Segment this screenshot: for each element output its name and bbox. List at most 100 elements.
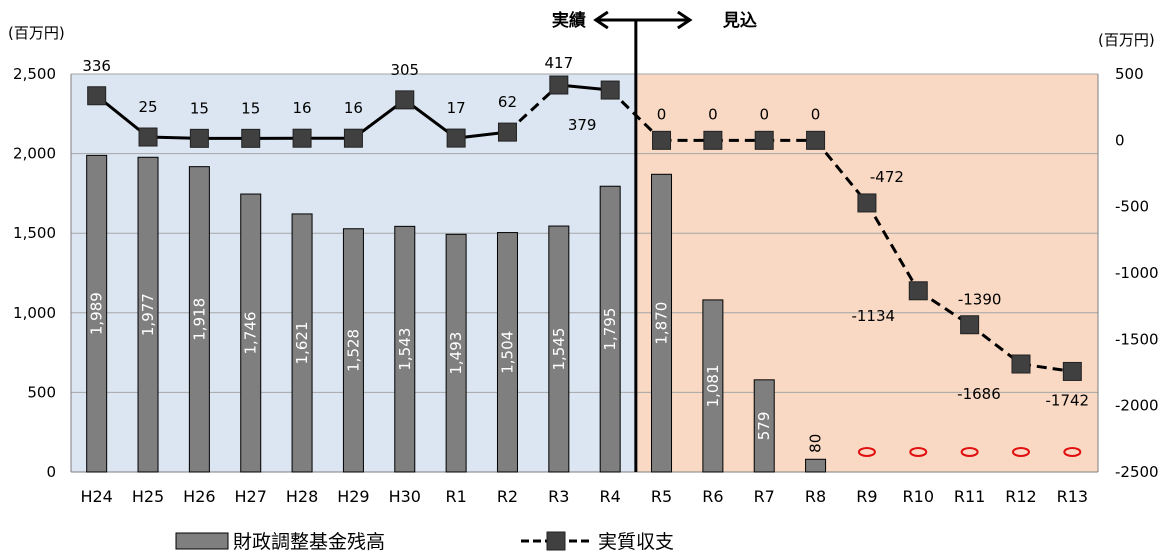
bar-value-label: 1,918	[190, 298, 208, 341]
bar-value-label: 579	[755, 412, 773, 441]
line-value-label: -1134	[851, 307, 895, 325]
line-segment	[506, 83, 560, 134]
zero-value-marker	[909, 447, 928, 457]
category-label: H29	[337, 487, 369, 506]
actual-header-label: 実績	[552, 10, 586, 31]
bar-value-label: 1,621	[293, 321, 311, 364]
line-value-label: 25	[138, 98, 157, 116]
line-segment	[609, 88, 663, 142]
category-label: R10	[903, 487, 934, 506]
line-value-label: 0	[708, 105, 718, 123]
line-marker	[497, 122, 517, 142]
line-value-label: 16	[293, 99, 312, 117]
right-axis-tick-label: 0	[1115, 131, 1125, 149]
line-segment	[814, 139, 869, 204]
bar	[86, 154, 108, 473]
bar	[240, 193, 262, 473]
bar	[805, 458, 827, 473]
category-label: H27	[235, 487, 267, 506]
bar-value-label: 1,746	[242, 312, 260, 355]
line-marker	[87, 86, 107, 106]
line-marker	[703, 130, 723, 150]
bar-value-label: 1,870	[653, 302, 671, 345]
category-label: R1	[445, 487, 466, 506]
bar	[496, 232, 518, 473]
line-value-label: 15	[190, 99, 209, 117]
line-value-label: 417	[545, 54, 574, 72]
category-label: R13	[1057, 487, 1088, 506]
category-label: R4	[600, 487, 621, 506]
legend-line-marker	[546, 531, 566, 551]
line-value-label: 0	[811, 105, 821, 123]
line-marker	[652, 130, 672, 150]
bar	[702, 299, 724, 473]
bar-value-label: 1,795	[601, 308, 619, 351]
line-marker	[1011, 354, 1031, 374]
legend-bar-label: 財政調整基金残高	[233, 531, 385, 553]
line-marker	[446, 128, 466, 148]
bar-value-label: 80	[807, 434, 825, 453]
line-value-label: 17	[447, 99, 466, 117]
zero-value-marker	[1011, 447, 1030, 457]
line-marker	[549, 75, 569, 95]
line-marker	[395, 90, 415, 110]
right-axis-tick-label: -1000	[1115, 264, 1159, 282]
line-value-label: 0	[657, 105, 667, 123]
line-value-label: 62	[498, 93, 517, 111]
zero-value-marker	[960, 447, 979, 457]
line-value-label: 16	[344, 99, 363, 117]
bar	[188, 166, 210, 473]
category-label: R11	[954, 487, 985, 506]
category-label: H26	[183, 487, 215, 506]
bar-value-label: 1,543	[396, 328, 414, 371]
line-value-label: 0	[759, 105, 769, 123]
left-axis-tick-label: 500	[27, 383, 56, 401]
bar	[445, 233, 467, 473]
bar-value-label: 1,989	[88, 292, 106, 335]
bar	[651, 173, 673, 473]
line-marker	[292, 128, 312, 148]
bar-value-label: 1,545	[550, 328, 568, 371]
bar	[394, 225, 416, 473]
bar	[342, 228, 364, 473]
left-axis-tick-label: 2,500	[13, 65, 56, 83]
left-axis-tick-label: 1,000	[13, 304, 56, 322]
line-marker	[754, 130, 774, 150]
category-label: R12	[1005, 487, 1036, 506]
line-marker	[908, 281, 928, 301]
line-value-label: -1390	[958, 291, 1002, 309]
category-label: R2	[497, 487, 518, 506]
category-label: H28	[286, 487, 318, 506]
category-label: R7	[754, 487, 775, 506]
right-axis-tick-label: -1500	[1115, 330, 1159, 348]
line-value-label: -472	[870, 168, 904, 186]
line-marker	[960, 315, 980, 335]
line-value-label: -1686	[957, 385, 1001, 403]
category-label: R6	[702, 487, 723, 506]
bar-value-label: 1,977	[139, 293, 157, 336]
right-axis-tick-label: -500	[1115, 198, 1149, 216]
left-arrow-head	[593, 10, 609, 30]
category-label: R3	[548, 487, 569, 506]
line-value-label: -1742	[1046, 391, 1090, 409]
line-marker	[241, 128, 261, 148]
bar	[137, 156, 159, 473]
left-axis-unit: (百万円)	[8, 24, 65, 42]
bar-value-label: 1,528	[344, 329, 362, 372]
bar	[599, 185, 621, 473]
line-marker	[806, 130, 826, 150]
line-marker	[1062, 361, 1082, 381]
forecast-header-label: 見込	[722, 11, 757, 31]
bar-value-label: 1,081	[704, 364, 722, 407]
category-label: H30	[389, 487, 421, 506]
line-marker	[600, 80, 620, 100]
line-value-label: 15	[241, 99, 260, 117]
line-value-label: 305	[390, 61, 419, 79]
bar	[291, 213, 313, 473]
category-label: R9	[856, 487, 877, 506]
left-axis-tick-label: 2,000	[13, 145, 56, 163]
category-label: R8	[805, 487, 826, 506]
right-axis-tick-label: 500	[1115, 65, 1144, 83]
category-label: H25	[132, 487, 164, 506]
